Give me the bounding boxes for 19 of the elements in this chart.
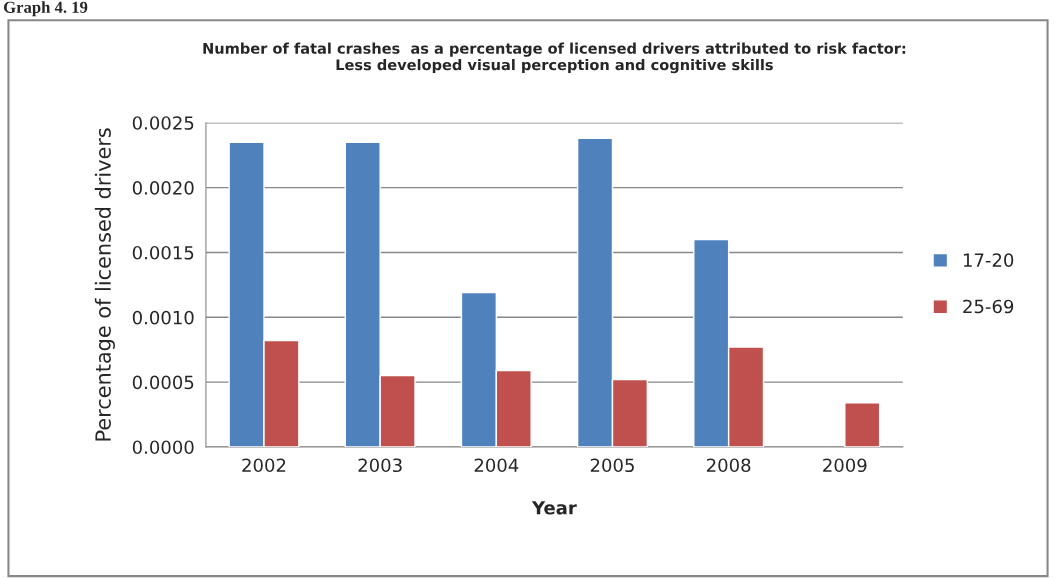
caption: Graph 4. 19 bbox=[3, 1, 88, 17]
x-tick-label: 2005 bbox=[590, 458, 634, 473]
chart-title: Number of fatal crashes as a percentage of licensed drivers attributed to risk factor: Less developed visual perception and cognitive skills bbox=[203, 42, 906, 74]
x-tick-label: 2008 bbox=[706, 458, 751, 473]
y-tick-label: 0.0025 bbox=[132, 116, 194, 130]
y-tick-label: 0.0020 bbox=[132, 181, 194, 195]
x-tick-label: 2009 bbox=[823, 458, 867, 473]
y-axis-title: Percentage of licensed drivers bbox=[94, 128, 115, 441]
x-axis-title: Year bbox=[531, 501, 577, 515]
y-tick-label: 0.0015 bbox=[132, 245, 194, 260]
y-tick-label: 0.0000 bbox=[132, 440, 194, 455]
y-tick-label: 0.0010 bbox=[132, 310, 194, 325]
legend-label: 25-69 bbox=[963, 299, 1014, 314]
x-tick-label: 2004 bbox=[474, 458, 519, 473]
legend-label: 17-20 bbox=[963, 253, 1014, 267]
y-tick-label: 0.0005 bbox=[132, 375, 194, 390]
x-tick-label: 2003 bbox=[358, 458, 402, 473]
bar bbox=[844, 402, 881, 447]
x-tick-label: 2002 bbox=[242, 458, 286, 473]
